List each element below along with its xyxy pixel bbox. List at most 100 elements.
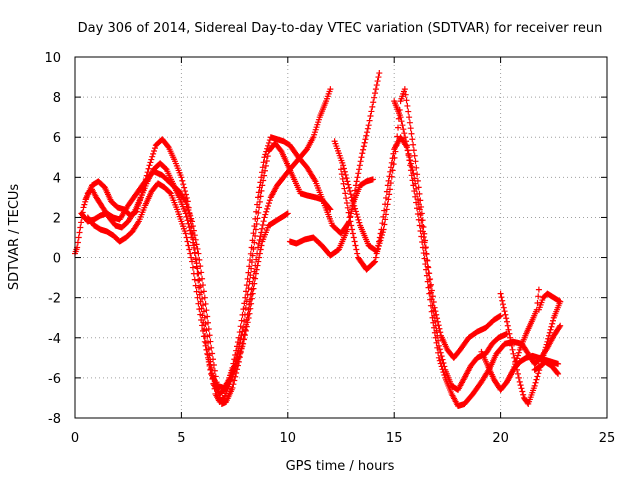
data-point xyxy=(554,369,561,376)
data-point xyxy=(439,366,446,373)
data-point xyxy=(406,157,413,164)
data-point xyxy=(265,200,272,207)
x-axis-label: GPS time / hours xyxy=(286,459,395,474)
data-point xyxy=(230,381,237,388)
data-point xyxy=(207,366,214,373)
data-point xyxy=(373,82,380,89)
data-point xyxy=(230,366,237,373)
data-point xyxy=(372,90,379,97)
data-point xyxy=(136,197,143,204)
data-point xyxy=(185,220,192,227)
series-10 xyxy=(497,290,564,407)
data-point xyxy=(250,246,257,253)
data-point xyxy=(497,290,504,297)
data-point xyxy=(239,328,246,335)
data-point xyxy=(401,130,408,137)
data-point xyxy=(254,250,261,257)
data-point xyxy=(247,296,254,303)
data-point xyxy=(388,164,395,171)
data-point xyxy=(519,388,526,395)
data-point xyxy=(397,114,404,121)
data-point xyxy=(435,349,442,356)
data-point xyxy=(350,200,357,207)
data-point xyxy=(434,344,441,351)
data-point xyxy=(412,158,419,165)
y-tick-label: -8 xyxy=(48,412,61,427)
data-point xyxy=(340,180,347,187)
data-point xyxy=(144,169,151,176)
data-point xyxy=(252,262,259,269)
data-point xyxy=(366,117,373,124)
data-point xyxy=(432,334,439,341)
data-point xyxy=(403,142,410,149)
data-point xyxy=(339,175,346,182)
data-point xyxy=(360,146,367,153)
data-point xyxy=(500,304,507,311)
y-tick-label: 4 xyxy=(53,171,61,186)
data-point xyxy=(258,225,265,232)
data-point xyxy=(404,102,411,109)
data-point xyxy=(261,214,268,221)
x-tick-label: 10 xyxy=(280,431,297,446)
data-point xyxy=(440,369,447,376)
data-point xyxy=(516,378,523,385)
data-point xyxy=(349,197,356,204)
data-point xyxy=(195,250,202,257)
data-point xyxy=(349,226,356,233)
data-point xyxy=(252,226,259,233)
data-point xyxy=(196,306,203,313)
data-point xyxy=(259,221,266,228)
data-point xyxy=(415,216,422,223)
data-point xyxy=(193,263,200,270)
data-point xyxy=(354,214,361,221)
data-point xyxy=(258,229,265,236)
data-point xyxy=(75,234,82,241)
data-point xyxy=(80,204,87,211)
data-point xyxy=(514,370,521,377)
data-point xyxy=(236,339,243,346)
data-point xyxy=(263,208,270,215)
series-12 xyxy=(531,358,562,377)
data-point xyxy=(352,242,359,249)
data-point xyxy=(437,360,444,367)
data-point xyxy=(370,99,377,106)
data-point xyxy=(544,338,551,345)
data-point xyxy=(382,201,389,208)
data-point xyxy=(403,97,410,104)
data-point xyxy=(557,298,564,305)
data-point xyxy=(505,326,512,333)
y-tick-label: -2 xyxy=(48,292,61,307)
data-point xyxy=(263,158,270,165)
data-point xyxy=(235,358,242,365)
data-point xyxy=(431,324,438,331)
data-point xyxy=(373,250,380,257)
data-point xyxy=(343,175,350,182)
data-point xyxy=(428,308,435,315)
data-point xyxy=(186,246,193,253)
data-point xyxy=(246,278,253,285)
data-point xyxy=(195,300,202,307)
data-point xyxy=(241,311,248,318)
data-point xyxy=(411,188,418,195)
plot-frame xyxy=(74,56,608,419)
data-point xyxy=(427,302,434,309)
data-point xyxy=(405,108,412,115)
data-point xyxy=(414,211,421,218)
data-point xyxy=(438,363,445,370)
data-point xyxy=(327,86,334,93)
data-point xyxy=(229,384,236,391)
data-point xyxy=(137,194,144,201)
y-tick-label: 2 xyxy=(53,211,61,226)
data-point xyxy=(375,242,382,249)
data-point xyxy=(441,372,448,379)
series-3 xyxy=(82,70,383,397)
data-point xyxy=(354,174,361,181)
data-point xyxy=(242,327,249,334)
data-point xyxy=(179,177,186,184)
data-point xyxy=(385,177,392,184)
data-point xyxy=(151,145,158,152)
data-point xyxy=(427,296,434,303)
data-point xyxy=(350,234,357,241)
data-point xyxy=(255,194,262,201)
